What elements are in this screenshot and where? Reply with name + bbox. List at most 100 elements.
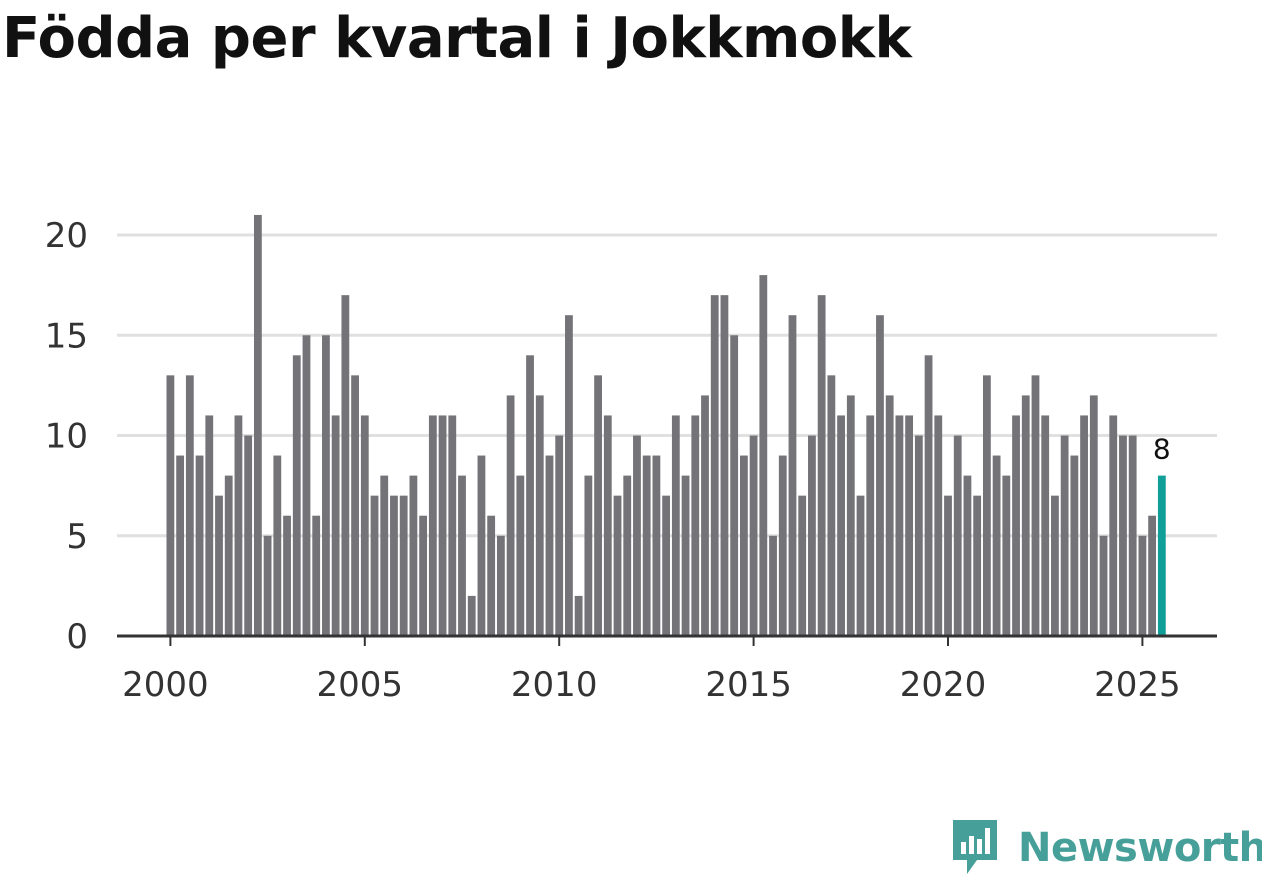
bar (448, 415, 457, 636)
bar (409, 475, 418, 636)
bar (1070, 455, 1079, 636)
bar (380, 475, 389, 636)
bar (788, 315, 797, 636)
x-tick-label: 2010 (511, 665, 598, 705)
bar (837, 415, 845, 636)
bar (253, 214, 262, 636)
bar (351, 375, 359, 636)
bar (778, 455, 787, 636)
bar (671, 415, 680, 636)
bar (914, 435, 923, 636)
bar (623, 475, 632, 636)
bar (1148, 515, 1157, 636)
bar (215, 495, 223, 636)
bar (885, 395, 894, 636)
bar (487, 515, 496, 636)
bar (808, 435, 816, 636)
bar (506, 395, 515, 636)
bar (176, 455, 185, 636)
bar (419, 515, 428, 636)
y-tick-label: 20 (45, 216, 88, 256)
bar (1128, 435, 1137, 636)
bar (1060, 435, 1069, 636)
bar (1119, 435, 1127, 636)
y-tick-label: 15 (45, 316, 88, 356)
bar (565, 315, 573, 636)
bar (681, 475, 690, 636)
bar (467, 595, 476, 636)
bar (1012, 415, 1020, 636)
y-tick-label: 5 (66, 517, 88, 557)
bar (360, 415, 369, 636)
bar (205, 415, 214, 636)
bar (769, 535, 777, 636)
x-tick-label: 2015 (705, 665, 792, 705)
bar (924, 355, 933, 636)
grid-lines (117, 233, 1217, 538)
bar (322, 335, 330, 636)
bar (341, 295, 350, 636)
highlight-value-label: 8 (1153, 433, 1171, 466)
x-tick-label: 2000 (122, 665, 209, 705)
bar (846, 395, 855, 636)
bar (603, 415, 612, 636)
bar (390, 495, 398, 636)
bar (982, 375, 991, 636)
bar (739, 455, 748, 636)
bar (613, 495, 622, 636)
y-tick-label: 0 (66, 617, 88, 657)
bar (691, 415, 700, 636)
bar (438, 415, 447, 636)
bar (166, 375, 175, 636)
bar (1099, 535, 1108, 636)
bar (749, 435, 758, 636)
x-tick-label: 2005 (317, 665, 404, 705)
bar (1021, 395, 1030, 636)
bar (944, 495, 952, 636)
bar (428, 415, 437, 636)
bar (759, 275, 768, 636)
bar (273, 455, 282, 636)
bar (1051, 495, 1059, 636)
bar (555, 435, 564, 636)
bar (370, 495, 379, 636)
bar (526, 355, 534, 636)
bar (720, 295, 729, 636)
bar (973, 495, 982, 636)
bar (934, 415, 943, 636)
brand-name: Newsworthy (1018, 825, 1262, 871)
bar (545, 455, 554, 636)
bar (662, 495, 671, 636)
bar (234, 415, 243, 636)
bar (574, 595, 583, 636)
bar (399, 495, 408, 636)
y-tick-label: 10 (45, 417, 88, 457)
bars (166, 214, 1166, 636)
newsworthy-logo-icon (953, 820, 997, 874)
bar (312, 515, 321, 636)
bar (458, 475, 466, 636)
chart-title: Födda per kvartal i Jokkmokk (2, 6, 912, 71)
labels: 0 5 10 15 20 2000 2005 2010 2015 2020 2025 8 (45, 216, 1181, 705)
axes (117, 634, 1217, 646)
bar (1031, 375, 1040, 636)
bar (516, 475, 525, 636)
bar (283, 515, 291, 636)
bar (302, 335, 311, 636)
bar (1109, 415, 1118, 636)
bar (584, 475, 593, 636)
bar (1041, 415, 1050, 636)
bar (827, 375, 836, 636)
bar (953, 435, 962, 636)
bar (633, 435, 641, 636)
bar (817, 295, 826, 636)
newsworthy-logo: Newsworthy (950, 818, 1262, 878)
bar (477, 455, 486, 636)
highlight-bar (1157, 475, 1166, 636)
bar (963, 475, 972, 636)
bar (905, 415, 914, 636)
bar (292, 355, 301, 636)
bar (856, 495, 865, 636)
bar (866, 415, 875, 636)
bar (652, 455, 661, 636)
